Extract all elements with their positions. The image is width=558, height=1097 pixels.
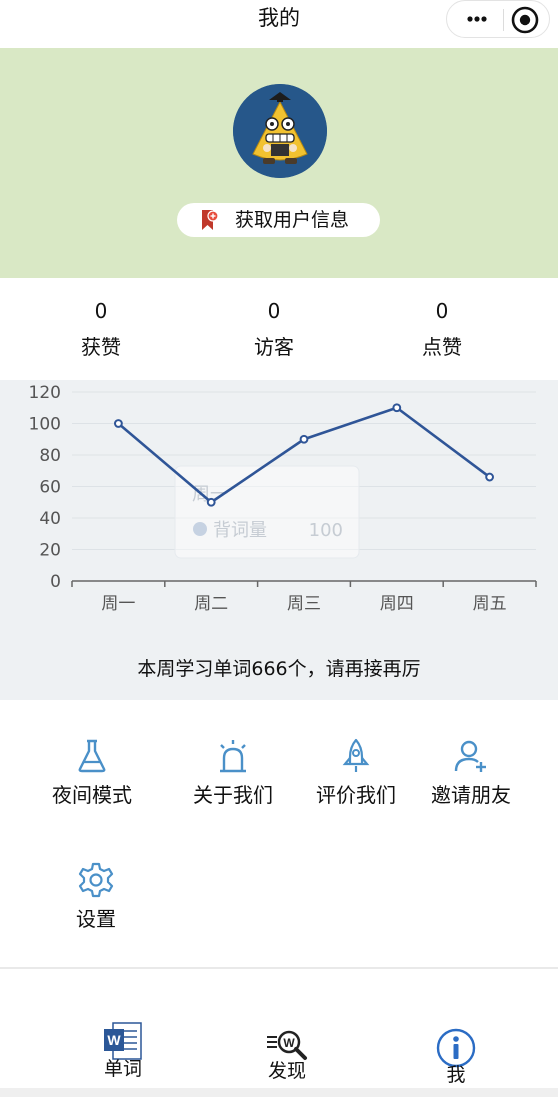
capsule-divider — [503, 9, 504, 31]
tooltip-value: 100 — [309, 520, 343, 541]
mini-program-capsule — [446, 0, 550, 38]
tooltip-series-dot — [193, 522, 207, 536]
tab-me[interactable]: 我 — [401, 1027, 511, 1087]
menu-item-night-mode[interactable]: 夜间模式 — [32, 738, 152, 808]
y-tick-label: 80 — [39, 446, 61, 466]
stat-value: 0 — [94, 299, 108, 323]
bookmark-plus-icon — [202, 210, 219, 230]
gear-icon — [78, 862, 114, 898]
flask-icon — [78, 739, 106, 773]
tab-discover[interactable]: W 发现 — [232, 1025, 342, 1083]
info-circle-icon — [436, 1028, 476, 1068]
chart-summary: 本周学习单词666个，请再接再厉 — [137, 658, 421, 680]
data-point — [485, 472, 495, 482]
y-tick-label: 60 — [39, 478, 61, 498]
alarm-light-icon — [220, 740, 246, 773]
stats-row: 0 获赞 0 访客 0 点赞 — [0, 278, 558, 380]
svg-text:W: W — [283, 1036, 295, 1050]
stat-label: 点赞 — [422, 335, 462, 359]
data-point — [392, 403, 402, 413]
tooltip-category: 周一 — [192, 484, 228, 505]
word-search-icon: W — [267, 1030, 307, 1060]
stat-value: 0 — [267, 299, 281, 323]
x-tick-label: 周一 — [101, 594, 135, 614]
target-circle-icon[interactable] — [510, 5, 540, 35]
tab-label: 我 — [446, 1064, 466, 1086]
home-indicator-strip — [0, 1088, 558, 1097]
stat-visitors[interactable]: 0 访客 — [214, 298, 334, 360]
menu-label: 夜间模式 — [52, 783, 132, 807]
tab-label: 单词 — [103, 1058, 142, 1080]
tab-label: 发现 — [267, 1060, 306, 1082]
stat-likes-received[interactable]: 0 获赞 — [41, 298, 161, 360]
get-user-info-label: 获取用户信息 — [235, 209, 350, 231]
chart-tooltip — [174, 465, 360, 559]
weekly-chart-panel: 0 20 40 60 80 100 120 周一 周二 周三 周四 周五 周一 背词量 100 本周学习单词… — [0, 380, 558, 700]
cartoon-avatar-image — [233, 84, 327, 178]
stat-value: 0 — [435, 299, 449, 323]
menu-label: 邀请朋友 — [431, 783, 511, 807]
divider — [0, 967, 558, 969]
tab-words[interactable]: W 单词 — [68, 1019, 178, 1081]
y-tick-label: 40 — [39, 509, 61, 529]
stat-label: 获赞 — [81, 335, 121, 359]
y-tick-label: 100 — [29, 415, 61, 435]
tab-bar: W 单词 W 发现 我 — [0, 969, 558, 1097]
word-document-icon: W — [104, 1022, 142, 1060]
more-dots-icon[interactable] — [465, 10, 489, 28]
svg-text:W: W — [107, 1032, 121, 1048]
feature-menu: 夜间模式 关于我们 评价我们 邀请朋友 — [0, 700, 558, 968]
menu-label: 设置 — [76, 907, 116, 931]
x-tick-label: 周二 — [194, 594, 228, 614]
menu-label: 评价我们 — [316, 783, 396, 807]
x-tick-label: 周四 — [380, 594, 414, 614]
stat-likes-given[interactable]: 0 点赞 — [382, 298, 502, 360]
data-point — [114, 419, 123, 428]
page-title: 我的 — [258, 6, 300, 30]
y-tick-label: 20 — [39, 541, 61, 561]
get-user-info-button[interactable]: 获取用户信息 — [177, 203, 380, 237]
tooltip-series-name: 背词量 — [213, 520, 267, 541]
menu-item-settings[interactable]: 设置 — [36, 862, 156, 932]
menu-item-invite-friends[interactable]: 邀请朋友 — [411, 738, 531, 808]
menu-label: 关于我们 — [193, 783, 273, 807]
y-tick-label: 120 — [29, 383, 61, 403]
avatar[interactable] — [233, 84, 327, 178]
menu-item-about-us[interactable]: 关于我们 — [173, 738, 293, 808]
x-tick-label: 周五 — [473, 594, 507, 614]
rocket-icon — [342, 738, 370, 772]
profile-header: 获取用户信息 — [0, 48, 558, 278]
y-tick-label: 0 — [50, 572, 61, 592]
navigation-bar: 我的 — [0, 0, 558, 48]
add-user-icon — [454, 740, 486, 772]
menu-item-rate-us[interactable]: 评价我们 — [296, 738, 416, 808]
data-point — [299, 434, 309, 444]
x-tick-label: 周三 — [287, 594, 321, 614]
data-point — [206, 497, 216, 507]
stat-label: 访客 — [254, 335, 294, 359]
